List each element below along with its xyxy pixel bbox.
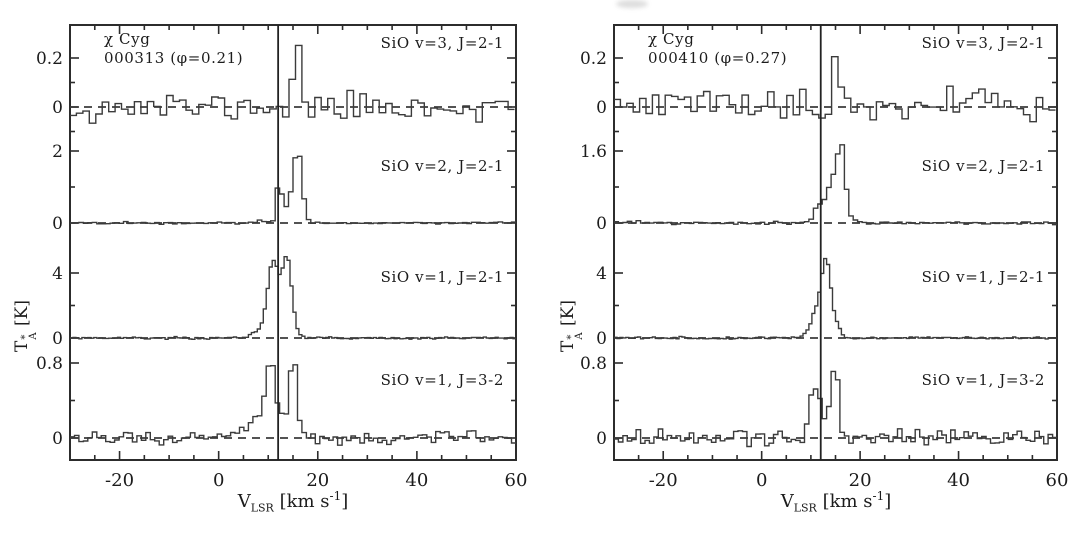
spectrum-line: [614, 56, 1056, 123]
y-axis-title-right: T * A [K]: [558, 300, 585, 352]
y-axis-title-left: T * A [K]: [12, 300, 39, 352]
x-tick-label: 60: [1046, 470, 1069, 491]
spectrum-label-left-v3-j21: SiO v=3, J=2-1: [380, 34, 504, 52]
y-tick-label: 0: [596, 214, 607, 234]
scan-artifact: [616, 0, 648, 8]
panel-frame: [613, 24, 1058, 461]
x-tick-label: -20: [649, 470, 678, 491]
spectrum-line: [70, 364, 516, 446]
y-tick-label: 0: [52, 98, 63, 118]
x-axis-title-left: VLSR [km s-1]: [237, 489, 349, 515]
y-tick-label: 0.8: [580, 354, 607, 374]
spectrum-label-left-v1-j21: SiO v=1, J=2-1: [380, 268, 504, 286]
y-tick-label: 0: [596, 429, 607, 449]
spectrum-label-right-v2-j21: SiO v=2, J=2-1: [921, 157, 1045, 175]
panel-frame: [69, 24, 517, 461]
spectrum-line: [70, 44, 515, 124]
x-tick-label: 0: [213, 470, 224, 491]
spectrum-label-left-v1-j32: SiO v=1, J=3-2: [380, 371, 504, 389]
x-tick-label: 40: [405, 470, 428, 491]
spectrum-label-right-v1-j32: SiO v=1, J=3-2: [921, 371, 1045, 389]
y-tick-label: 0: [52, 329, 63, 349]
y-tick-label: 4: [596, 264, 607, 284]
y-tick-label: 0: [52, 429, 63, 449]
spectrum-line: [70, 155, 516, 225]
spectrum-label-left-v2-j21: SiO v=2, J=2-1: [380, 157, 504, 175]
x-axis-title-right: VLSR [km s-1]: [780, 489, 892, 515]
x-tick-label: -20: [105, 470, 134, 491]
y-tick-label: 0: [596, 329, 607, 349]
y-tick-label: 2: [52, 142, 63, 162]
x-tick-label: 60: [505, 470, 528, 491]
spectrum-line: [70, 256, 516, 340]
spectrum-label-right-v3-j21: SiO v=3, J=2-1: [921, 34, 1045, 52]
y-tick-label: 0.2: [36, 49, 63, 69]
y-tick-label: 0.2: [580, 49, 607, 69]
x-tick-label: 0: [756, 470, 767, 491]
x-tick-label: 40: [947, 470, 970, 491]
panel-left-epoch: 000313 (φ=0.21): [104, 49, 244, 67]
spectrum-label-right-v1-j21: SiO v=1, J=2-1: [921, 268, 1045, 286]
spectrum-line: [614, 257, 1057, 340]
y-tick-label: 1.6: [580, 142, 607, 162]
y-tick-label: 0: [596, 98, 607, 118]
x-tick-label: 20: [849, 470, 872, 491]
spectrum-line: [614, 370, 1057, 448]
panel-right-epoch: 000410 (φ=0.27): [648, 49, 788, 67]
y-tick-label: 0: [52, 214, 63, 234]
spectrum-line: [614, 144, 1057, 226]
y-tick-label: 0.8: [36, 354, 63, 374]
panel-left-source: χ Cyg: [104, 30, 151, 48]
panel-right-source: χ Cyg: [648, 30, 695, 48]
y-tick-label: 4: [52, 264, 63, 284]
x-tick-label: 20: [306, 470, 329, 491]
